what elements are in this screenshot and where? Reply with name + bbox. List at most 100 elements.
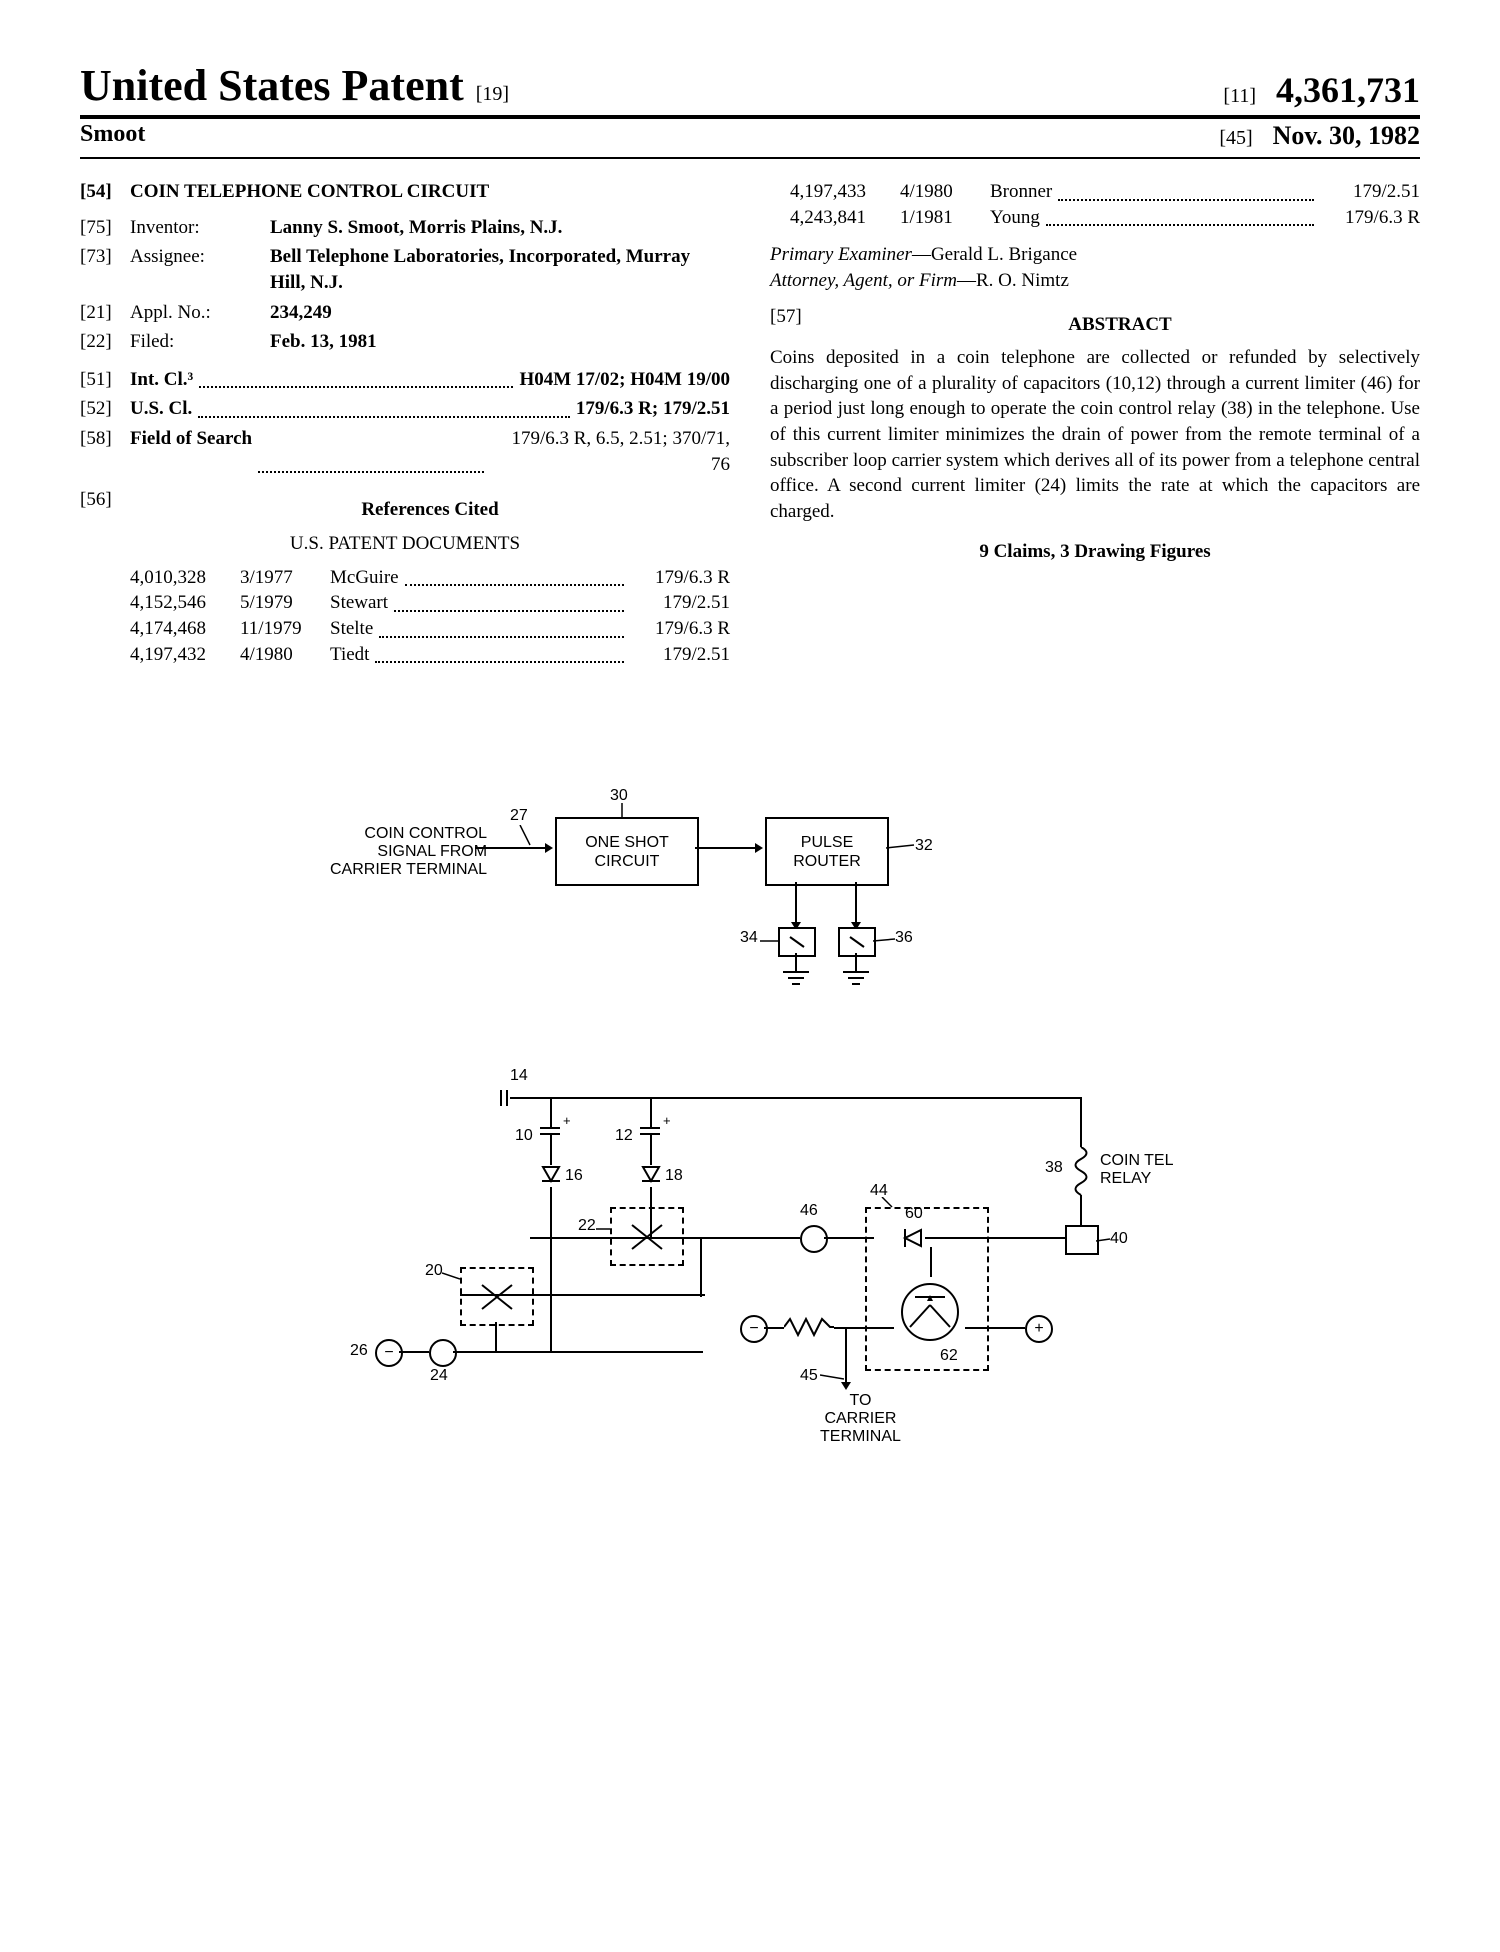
wire	[680, 1294, 705, 1296]
label-26: 26	[350, 1342, 368, 1360]
ref-row: 4,197,432 4/1980 Tiedt 179/2.51	[80, 642, 730, 668]
intcl-row: [51] Int. Cl.³ H04M 17/02; H04M 19/00	[80, 367, 730, 393]
limiter-24	[429, 1339, 457, 1367]
plus-icon: +	[563, 1113, 571, 1128]
plus-icon: +	[663, 1113, 671, 1128]
label-60: 60	[905, 1205, 923, 1223]
dotted-leader	[379, 616, 624, 638]
dotted-leader	[199, 367, 513, 389]
header-code19: [19]	[476, 83, 509, 106]
resistor-icon	[784, 1317, 834, 1337]
applno-row: [21] Appl. No.: 234,249	[80, 300, 730, 326]
invention-title-row: [54] COIN TELEPHONE CONTROL CIRCUIT	[80, 179, 730, 205]
refs-sub: U.S. PATENT DOCUMENTS	[80, 531, 730, 557]
ref-row: 4,197,433 4/1980 Bronner 179/2.51	[770, 179, 1420, 205]
fos-row: [58] Field of Search 179/6.3 R, 6.5, 2.5…	[80, 426, 730, 477]
one-shot-box: ONE SHOT CIRCUIT	[555, 817, 699, 886]
refs-heading: References Cited	[130, 497, 730, 523]
switch-36	[838, 927, 876, 957]
wire	[1080, 1097, 1082, 1147]
ref-row: 4,152,546 5/1979 Stewart 179/2.51	[80, 590, 730, 616]
refs-code-row: [56] References Cited	[80, 487, 730, 527]
wire	[650, 1135, 652, 1165]
lead-line	[880, 1197, 894, 1209]
wire	[550, 1135, 552, 1165]
label-14: 14	[510, 1067, 528, 1085]
label-40: 40	[1110, 1230, 1128, 1248]
wire	[399, 1351, 429, 1353]
signal-source-label: COIN CONTROL SIGNAL FROM CARRIER TERMINA…	[330, 825, 487, 879]
invention-title: COIN TELEPHONE CONTROL CIRCUIT	[130, 179, 489, 205]
switch-34	[778, 927, 816, 957]
label-32: 32	[915, 837, 933, 855]
lead-line	[820, 1373, 844, 1383]
wire	[965, 1327, 1025, 1329]
wire	[855, 882, 857, 922]
label-10: 10	[515, 1127, 533, 1145]
wire	[550, 1187, 552, 1327]
wire	[510, 1097, 1080, 1099]
wire	[925, 1237, 1040, 1239]
diagram-area: COIN CONTROL SIGNAL FROM CARRIER TERMINA…	[80, 787, 1420, 1587]
ref-row: 4,174,468 11/1979 Stelte 179/6.3 R	[80, 616, 730, 642]
wire	[1040, 1237, 1065, 1239]
header-right: [11] 4,361,731	[1223, 69, 1420, 111]
wire	[700, 1237, 702, 1297]
lead-line	[1096, 1237, 1110, 1245]
label-16: 16	[565, 1167, 583, 1185]
to-carrier-label: TO CARRIER TERMINAL	[820, 1392, 901, 1446]
examiner-row: Primary Examiner—Gerald L. Brigance	[770, 242, 1420, 268]
ref-row: 4,243,841 1/1981 Young 179/6.3 R	[770, 205, 1420, 231]
diode-icon	[540, 1165, 562, 1189]
lead-line	[518, 825, 532, 847]
patent-page: United States Patent [19] [11] 4,361,731…	[0, 0, 1500, 1647]
inventor-surname: Smoot	[80, 121, 145, 151]
wire	[834, 1327, 894, 1329]
dotted-leader	[405, 565, 624, 587]
label-38: 38	[1045, 1159, 1063, 1177]
label-12: 12	[615, 1127, 633, 1145]
ref-row: 4,010,328 3/1977 McGuire 179/6.3 R	[80, 565, 730, 591]
subheader: Smoot [45] Nov. 30, 1982	[80, 121, 1420, 159]
label-22: 22	[578, 1217, 596, 1235]
label-62: 62	[940, 1347, 958, 1365]
label-24: 24	[430, 1367, 448, 1385]
header-title: United States Patent	[80, 60, 464, 111]
wire	[930, 1247, 932, 1277]
wire	[475, 847, 545, 849]
lead-line	[442, 1271, 460, 1281]
label-20: 20	[425, 1262, 443, 1280]
wire	[550, 1097, 552, 1127]
wire	[550, 1327, 552, 1352]
filed-row: [22] Filed: Feb. 13, 1981	[80, 329, 730, 355]
limiter-46	[800, 1225, 828, 1253]
relay-20	[460, 1267, 534, 1326]
diode-icon	[640, 1165, 662, 1189]
label-27: 27	[510, 807, 528, 825]
inventor-row: [75] Inventor: Lanny S. Smoot, Morris Pl…	[80, 215, 730, 241]
wire	[1080, 1195, 1082, 1225]
attorney-row: Attorney, Agent, or Firm—R. O. Nimtz	[770, 268, 1420, 294]
dotted-leader	[394, 590, 624, 612]
wire	[764, 1327, 784, 1329]
abstract-heading: ABSTRACT	[820, 312, 1420, 338]
wire	[453, 1351, 703, 1353]
lead-line	[596, 1225, 610, 1233]
coin-tel-relay-label: COIN TEL RELAY	[1100, 1152, 1174, 1188]
wire	[845, 1327, 847, 1382]
dotted-leader	[1058, 179, 1314, 201]
transistor-icon	[895, 1277, 965, 1347]
abstract-header-row: [57] ABSTRACT	[770, 304, 1420, 346]
header: United States Patent [19] [11] 4,361,731	[80, 60, 1420, 119]
patent-date: Nov. 30, 1982	[1273, 121, 1420, 151]
label-18: 18	[665, 1167, 683, 1185]
right-column: 4,197,433 4/1980 Bronner 179/2.51 4,243,…	[770, 179, 1420, 667]
assignee-row: [73] Assignee: Bell Telephone Laboratori…	[80, 244, 730, 295]
code-45: [45]	[1219, 127, 1252, 150]
diode-icon	[895, 1227, 925, 1249]
header-left: United States Patent [19]	[80, 60, 509, 111]
cell-icon	[500, 1090, 508, 1106]
lead-line	[873, 937, 895, 945]
label-46: 46	[800, 1202, 818, 1220]
code-54: [54]	[80, 179, 130, 205]
